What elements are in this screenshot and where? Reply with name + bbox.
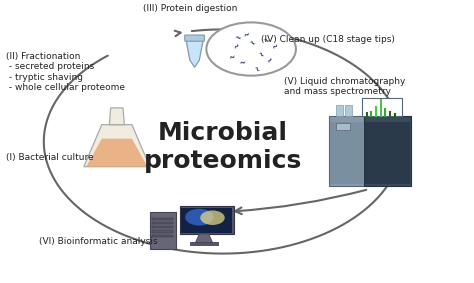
Text: (II) Fractionation
 - secreted proteins
 - tryptic shaving
 - whole cellular pro: (II) Fractionation - secreted proteins -… — [6, 52, 125, 92]
Text: (IV) Clean up (C18 stage tips): (IV) Clean up (C18 stage tips) — [261, 35, 394, 44]
Polygon shape — [196, 234, 212, 242]
Text: ~: ~ — [246, 38, 256, 49]
Bar — [364, 116, 411, 186]
Bar — [346, 105, 353, 116]
Bar — [152, 218, 173, 220]
Text: ~: ~ — [231, 41, 243, 52]
Circle shape — [200, 211, 225, 225]
Bar — [152, 226, 173, 228]
Bar — [190, 242, 218, 245]
Bar — [152, 235, 173, 237]
Text: ~: ~ — [250, 63, 261, 74]
Polygon shape — [109, 108, 124, 125]
Text: ~: ~ — [269, 41, 280, 52]
Text: (V) Liquid chromatography
and mass spectrometry: (V) Liquid chromatography and mass spect… — [284, 77, 405, 97]
Bar — [150, 212, 176, 249]
Bar — [330, 122, 363, 184]
Text: ~: ~ — [233, 33, 241, 43]
Text: Microbial
proteomics: Microbial proteomics — [144, 121, 302, 173]
Bar — [336, 105, 343, 116]
Text: (VI) Bioinformatic analysis: (VI) Bioinformatic analysis — [39, 237, 158, 246]
Text: (I) Bacterial culture: (I) Bacterial culture — [6, 153, 94, 162]
Bar — [365, 122, 410, 184]
Circle shape — [206, 22, 296, 76]
Bar — [152, 222, 173, 224]
Text: ~: ~ — [241, 29, 251, 40]
Text: ~: ~ — [255, 49, 266, 60]
Polygon shape — [84, 125, 150, 167]
Bar — [336, 123, 350, 130]
Bar — [329, 116, 364, 186]
Text: ~: ~ — [261, 35, 270, 46]
Text: ~: ~ — [264, 55, 275, 65]
Bar — [182, 208, 232, 233]
Bar — [152, 230, 173, 233]
Bar — [362, 98, 402, 116]
Polygon shape — [86, 139, 147, 167]
Text: ~: ~ — [228, 52, 237, 63]
Text: ~: ~ — [238, 58, 246, 68]
Bar — [180, 206, 234, 234]
Text: (III) Protein digestion: (III) Protein digestion — [143, 4, 237, 13]
Polygon shape — [186, 41, 203, 67]
FancyBboxPatch shape — [185, 35, 204, 41]
Circle shape — [185, 209, 213, 226]
